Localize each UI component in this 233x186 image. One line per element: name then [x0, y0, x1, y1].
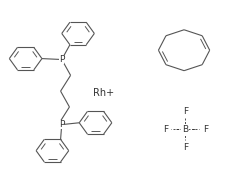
- Text: Rh+: Rh+: [93, 88, 114, 98]
- Text: -: -: [175, 124, 179, 134]
- Text: F: F: [203, 125, 208, 134]
- Text: F: F: [163, 125, 168, 134]
- Text: P: P: [59, 120, 65, 129]
- Text: F: F: [183, 143, 188, 152]
- Text: P: P: [59, 55, 65, 64]
- Text: B: B: [182, 125, 188, 134]
- Text: -: -: [192, 124, 195, 134]
- Text: F: F: [183, 107, 188, 116]
